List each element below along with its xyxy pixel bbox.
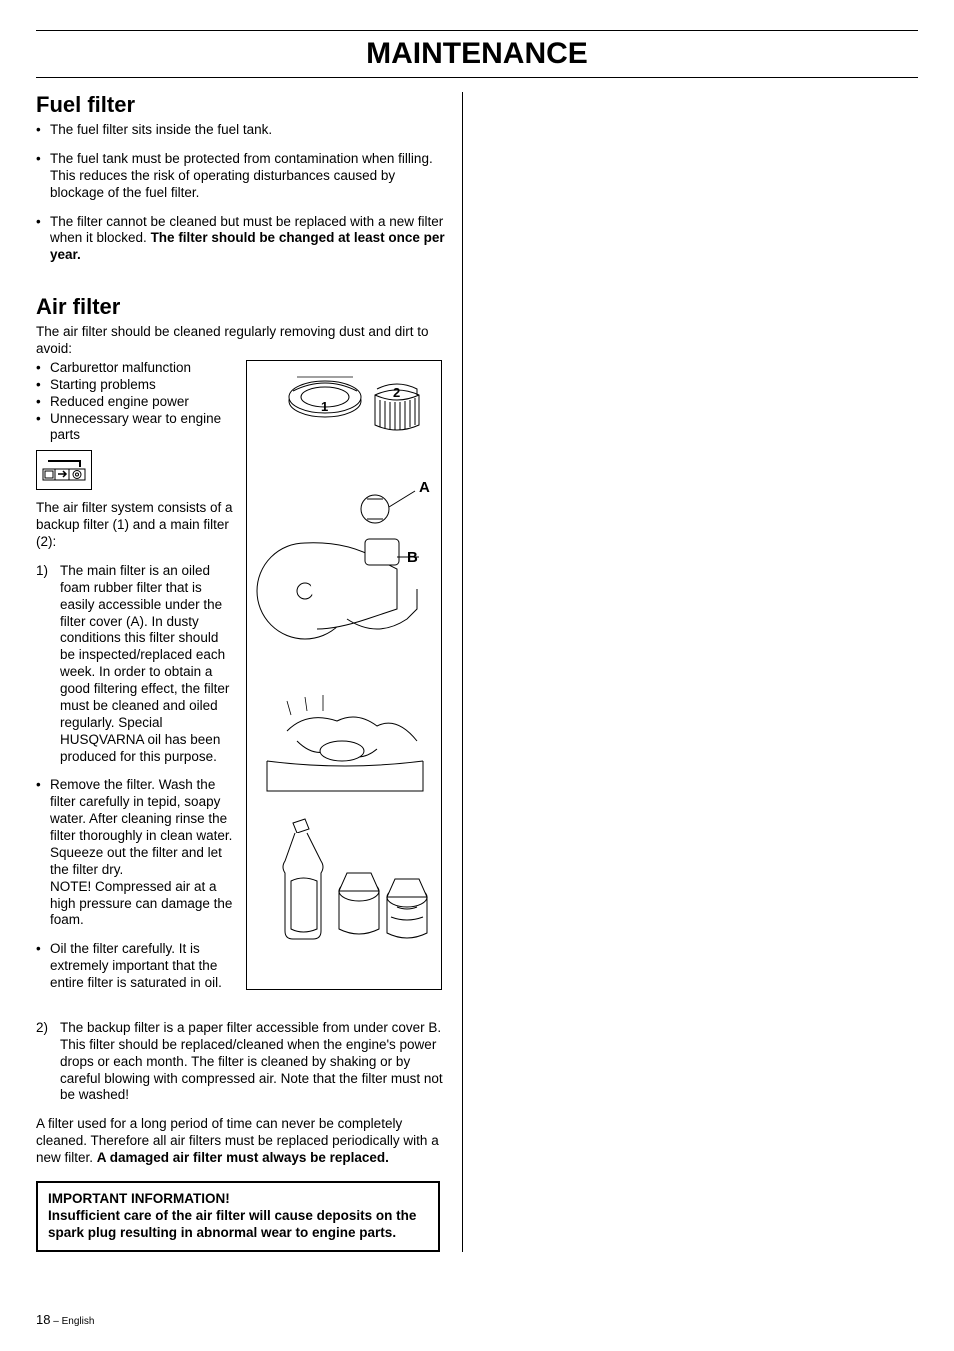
item-number: 1) [36, 563, 60, 766]
avoid-text: Starting problems [50, 377, 156, 394]
content-area: Fuel filter • The fuel filter sits insid… [36, 92, 918, 1252]
page-language: – English [50, 1316, 94, 1327]
air-filter-narrow-text: •Carburettor malfunction •Starting probl… [36, 360, 236, 1004]
diagram-saw-svg [247, 469, 443, 669]
air-filter-heading: Air filter [36, 294, 446, 320]
fuel-filter-heading: Fuel filter [36, 92, 446, 118]
diagram-label-b: B [407, 549, 418, 566]
wash-text-body: Remove the filter. Wash the filter caref… [50, 777, 232, 876]
diagram-label-a: A [419, 479, 430, 496]
step-2: 2) The backup filter is a paper filter a… [36, 1020, 446, 1104]
item-text: The main filter is an oiled foam rubber … [60, 563, 236, 766]
diagram-oil-svg [247, 811, 443, 971]
avoid-item: •Reduced engine power [36, 394, 236, 411]
fuel-filter-list: • The fuel filter sits inside the fuel t… [36, 122, 446, 264]
item-number: 2) [36, 1020, 60, 1104]
wash-list: • Remove the filter. Wash the filter car… [36, 777, 236, 992]
bullet-dot: • [36, 411, 50, 428]
item-text: The backup filter is a paper filter acce… [60, 1020, 446, 1104]
avoid-text: Unnecessary wear to engine parts [50, 411, 236, 445]
diagram-filters-svg [247, 367, 443, 467]
left-column: Fuel filter • The fuel filter sits insid… [36, 92, 446, 1252]
callout-title: IMPORTANT INFORMATION! [48, 1191, 428, 1208]
avoid-list: •Carburettor malfunction •Starting probl… [36, 360, 236, 444]
bullet-text: The fuel tank must be protected from con… [50, 151, 446, 202]
fuel-filter-bullet: • The fuel filter sits inside the fuel t… [36, 122, 446, 139]
page-footer: 18 – English [36, 1312, 94, 1327]
air-filter-narrow-wrap: •Carburettor malfunction •Starting probl… [36, 360, 446, 1004]
page-number: 18 [36, 1312, 50, 1327]
oil-text: Oil the filter carefully. It is extremel… [50, 941, 236, 992]
column-separator [462, 92, 463, 1252]
wash-text: Remove the filter. Wash the filter caref… [50, 777, 236, 929]
bullet-dot: • [36, 377, 50, 394]
closing-bold: A damaged air filter must always be repl… [97, 1150, 389, 1165]
numbered-item: 1) The main filter is an oiled foam rubb… [36, 563, 236, 766]
step-1: 1) The main filter is an oiled foam rubb… [36, 563, 236, 766]
wash-bullet: • Remove the filter. Wash the filter car… [36, 777, 236, 929]
bullet-dot: • [36, 360, 50, 377]
diagram-column: 1 2 A B [246, 360, 442, 990]
avoid-item: •Carburettor malfunction [36, 360, 236, 377]
wash-note: NOTE! Compressed air at a high pressure … [50, 879, 232, 928]
closing-para: A filter used for a long period of time … [36, 1116, 446, 1167]
important-callout: IMPORTANT INFORMATION! Insufficient care… [36, 1181, 440, 1252]
bullet-dot: • [36, 151, 50, 168]
numbered-item: 2) The backup filter is a paper filter a… [36, 1020, 446, 1104]
bullet-dot: • [36, 941, 50, 958]
system-desc: The air filter system consists of a back… [36, 500, 236, 551]
fuel-filter-bullet: • The fuel tank must be protected from c… [36, 151, 446, 202]
air-filter-intro: The air filter should be cleaned regular… [36, 324, 446, 358]
bullet-dot: • [36, 394, 50, 411]
top-rule [36, 30, 918, 31]
avoid-text: Carburettor malfunction [50, 360, 191, 377]
avoid-item: •Unnecessary wear to engine parts [36, 411, 236, 445]
diagram-wash-svg [247, 671, 443, 811]
manual-icon-svg [42, 459, 86, 481]
page-title: MAINTENANCE [36, 37, 918, 71]
fuel-filter-bullet: • The filter cannot be cleaned but must … [36, 214, 446, 265]
avoid-item: •Starting problems [36, 377, 236, 394]
bullet-dot: • [36, 777, 50, 794]
oil-bullet: • Oil the filter carefully. It is extrem… [36, 941, 236, 992]
manual-icon [36, 450, 92, 490]
bullet-dot: • [36, 214, 50, 231]
diagram-label-2: 2 [393, 385, 400, 400]
diagram-label-1: 1 [321, 399, 328, 414]
callout-body: Insufficient care of the air filter will… [48, 1208, 428, 1242]
title-underline [36, 77, 918, 78]
bullet-text: The fuel filter sits inside the fuel tan… [50, 122, 272, 139]
bullet-text: The filter cannot be cleaned but must be… [50, 214, 446, 265]
bullet-dot: • [36, 122, 50, 139]
avoid-text: Reduced engine power [50, 394, 189, 411]
